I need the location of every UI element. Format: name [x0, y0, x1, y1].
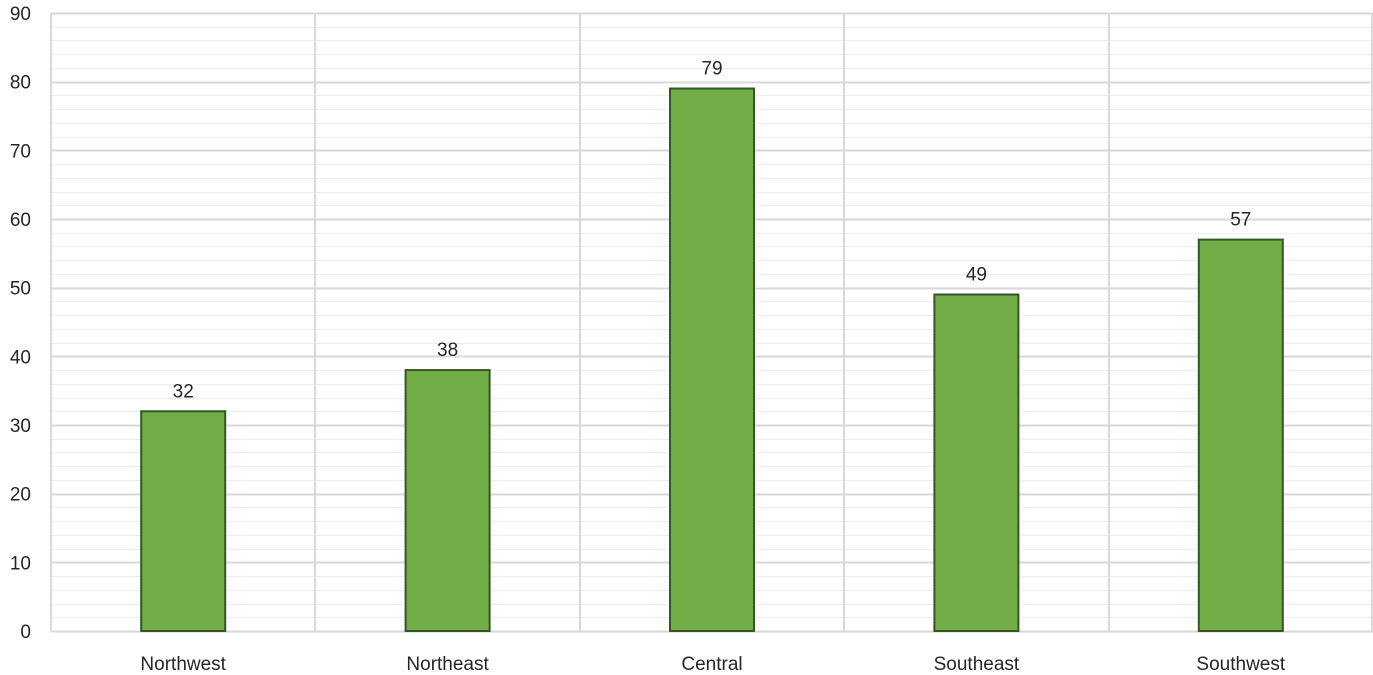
x-axis: Northwest Northeast Central Southeast Southw… [140, 654, 1285, 675]
y-tick-label: 0 [20, 622, 31, 643]
y-tick-label: 80 [10, 73, 31, 94]
category-gridlines [50, 13, 1373, 631]
x-tick-label: Northwest [140, 654, 226, 675]
data-label-southwest: 57 [1230, 210, 1251, 231]
data-labels: 32 38 79 49 57 [173, 59, 1252, 403]
y-tick-label: 50 [10, 279, 31, 300]
x-tick-label: Northeast [406, 654, 489, 675]
y-axis: 0 10 20 30 40 50 60 70 80 90 [10, 4, 31, 643]
bar-southwest [1197, 238, 1284, 632]
data-label-northwest: 32 [173, 381, 194, 402]
bar-northwest [140, 410, 227, 632]
y-tick-label: 60 [10, 210, 31, 231]
y-tick-label: 90 [10, 4, 31, 25]
bar-central [669, 87, 755, 632]
data-label-southeast: 49 [966, 265, 987, 286]
data-label-northeast: 38 [437, 340, 458, 361]
x-tick-label: Central [681, 654, 742, 675]
y-tick-label: 40 [10, 347, 31, 368]
bar-northeast [404, 369, 491, 632]
y-tick-label: 10 [10, 553, 31, 574]
x-tick-label: Southwest [1196, 654, 1285, 675]
x-tick-label: Southeast [934, 654, 1020, 675]
y-tick-label: 70 [10, 141, 31, 162]
y-tick-label: 30 [10, 416, 31, 437]
y-tick-label: 20 [10, 485, 31, 506]
bar-southeast [933, 293, 1020, 632]
data-label-central: 79 [701, 59, 722, 80]
bar-series [140, 87, 1284, 632]
